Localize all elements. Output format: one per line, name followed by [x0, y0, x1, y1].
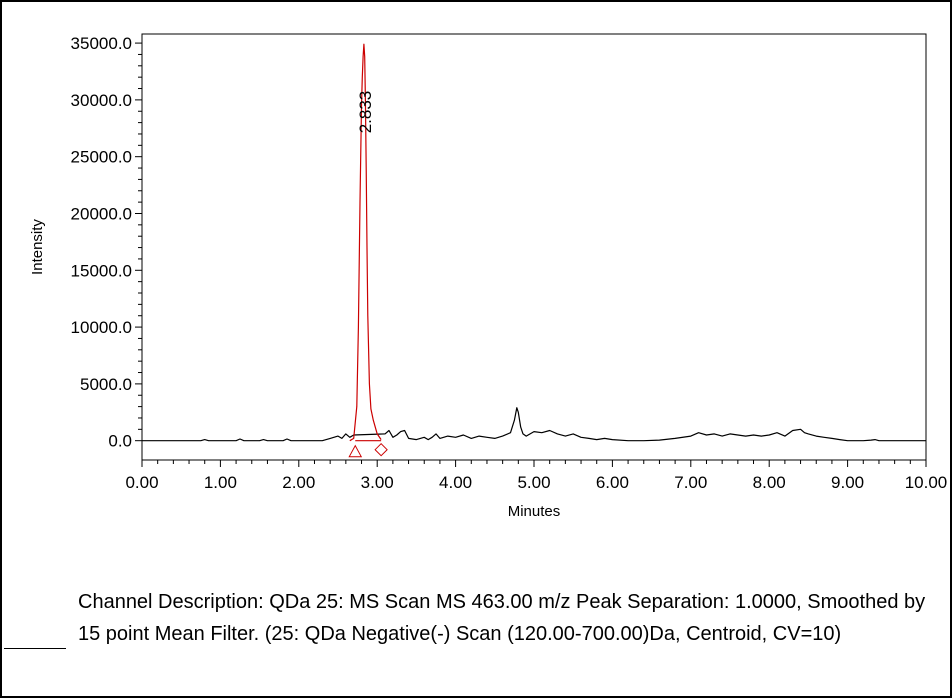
- x-tick-label: 2.00: [282, 473, 315, 492]
- x-tick-label: 10.00: [905, 473, 948, 492]
- x-tick-label: 6.00: [596, 473, 629, 492]
- y-tick-label: 35000.0: [71, 34, 132, 53]
- x-tick-label: 5.00: [517, 473, 550, 492]
- y-tick-label: 5000.0: [80, 375, 132, 394]
- legend-line: [4, 648, 66, 649]
- y-axis-title: Intensity: [29, 219, 46, 275]
- integrated-peak-trace: [349, 43, 382, 442]
- y-tick-label: 15000.0: [71, 261, 132, 280]
- chromatogram-chart: 0.00 1.00 2.00 3.00 4.00 5.00 6.00 7.00 8.00 9.00…: [29, 33, 948, 520]
- y-tick-label: 25000.0: [71, 148, 132, 167]
- peak-start-marker: [348, 444, 363, 458]
- y-tick-label: 30000.0: [71, 91, 132, 110]
- channel-description: Channel Description: QDa 25: MS Scan MS …: [78, 591, 926, 645]
- x-tick-label: 4.00: [439, 473, 472, 492]
- x-tick-label: 3.00: [361, 473, 394, 492]
- x-tick-label: 7.00: [674, 473, 707, 492]
- x-tick-label: 1.00: [204, 473, 237, 492]
- y-tick-label: 0.0: [108, 432, 132, 451]
- x-tick-label: 0.00: [125, 473, 158, 492]
- plot-border: [141, 33, 927, 461]
- chromatogram-trace: [142, 407, 926, 442]
- x-tick-label: 9.00: [831, 473, 864, 492]
- x-axis-title: Minutes: [508, 503, 561, 520]
- y-tick-label: 10000.0: [71, 318, 132, 337]
- x-tick-label: 8.00: [753, 473, 786, 492]
- peak-end-marker: [374, 442, 388, 457]
- peak-label: 2.833: [356, 91, 375, 134]
- y-tick-label: 20000.0: [71, 204, 132, 223]
- plot-area: 0.00 1.00 2.00 3.00 4.00 5.00 6.00 7.00 8.00 9.00…: [29, 33, 948, 520]
